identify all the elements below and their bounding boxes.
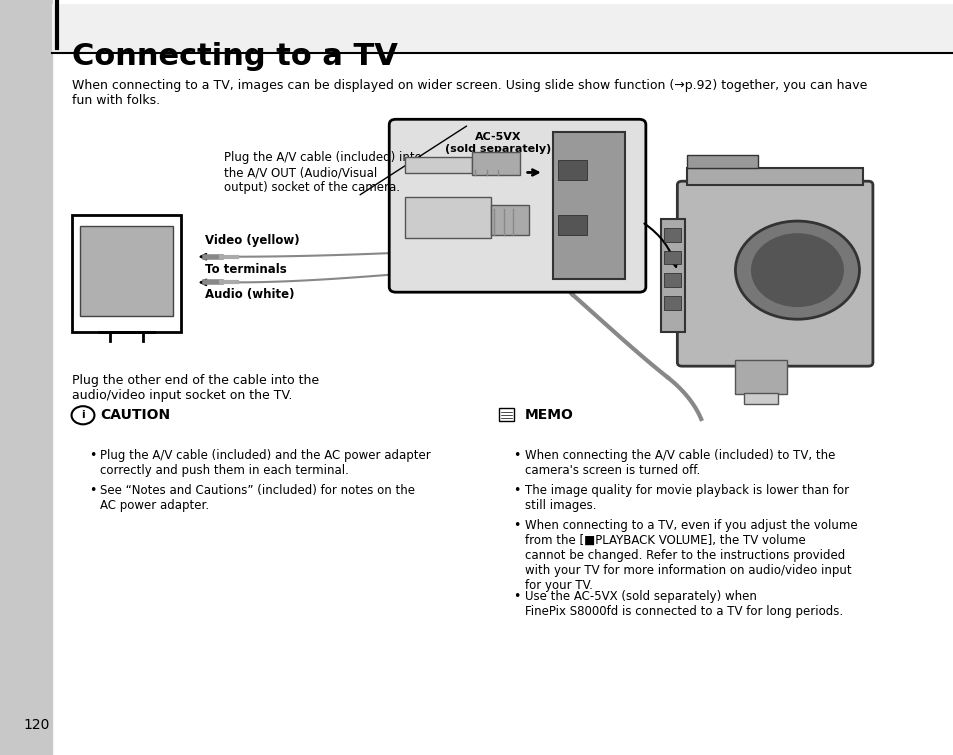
Bar [71,215,181,332]
Circle shape [751,234,842,307]
Bar [663,273,680,287]
Text: When connecting to a TV, even if you adjust the volume
from the [■PLAYBACK VOLUM: When connecting to a TV, even if you adj… [524,519,857,592]
Text: 120: 120 [24,718,51,732]
Text: Connecting to a TV: Connecting to a TV [71,42,397,70]
Text: When connecting the A/V cable (included) to TV, the
camera's screen is turned of: When connecting the A/V cable (included)… [524,449,834,477]
Text: Plug the A/V cable (included) into
the A/V OUT (Audio/Visual
output) socket of t: Plug the A/V cable (included) into the A… [224,151,421,194]
FancyBboxPatch shape [677,181,872,366]
Circle shape [71,406,94,424]
Bar [558,215,586,235]
Text: Use the AC-5VX (sold separately) when
FinePix S8000fd is connected to a TV for l: Use the AC-5VX (sold separately) when Fi… [524,590,841,618]
Bar [80,226,172,316]
Text: AC-5VX
(sold separately): AC-5VX (sold separately) [444,132,551,154]
Text: The image quality for movie playback is lower than for
still images.: The image quality for movie playback is … [524,484,848,512]
Text: •: • [513,519,520,532]
FancyBboxPatch shape [389,119,645,292]
Bar [663,251,680,264]
Bar [405,197,491,239]
Circle shape [735,221,859,319]
Text: MEMO: MEMO [524,408,573,422]
Text: Plug the other end of the cable into the
audio/video input socket on the TV.: Plug the other end of the cable into the… [71,374,318,402]
Text: See “Notes and Cautions” (included) for notes on the
AC power adapter.: See “Notes and Cautions” (included) for … [100,484,415,512]
Text: To terminals: To terminals [205,263,287,276]
Bar [743,393,777,404]
Bar [558,160,586,180]
Bar [686,168,862,185]
Bar [491,205,529,235]
Text: •: • [513,449,520,462]
Text: •: • [89,449,96,462]
Text: •: • [89,484,96,497]
Text: When connecting to a TV, images can be displayed on wider screen. Using slide sh: When connecting to a TV, images can be d… [71,79,866,107]
Bar [52,4,953,53]
Bar [0,0,52,755]
Text: CAUTION: CAUTION [100,408,171,422]
Bar [405,157,472,174]
Bar [663,296,680,310]
Bar [663,228,680,242]
Text: A/V OUT
socket: A/V OUT socket [552,219,603,240]
Text: i: i [81,410,85,421]
Bar [472,153,519,175]
Bar [498,408,514,421]
Text: •: • [513,484,520,497]
Text: Video (yellow): Video (yellow) [205,233,299,247]
Bar [734,360,786,394]
Text: Audio (white): Audio (white) [205,288,294,301]
Text: Plug the A/V cable (included) and the AC power adapter
correctly and push them i: Plug the A/V cable (included) and the AC… [100,449,431,477]
Text: •: • [513,590,520,602]
Bar [686,155,757,168]
Bar [553,132,624,279]
Bar [660,219,684,332]
